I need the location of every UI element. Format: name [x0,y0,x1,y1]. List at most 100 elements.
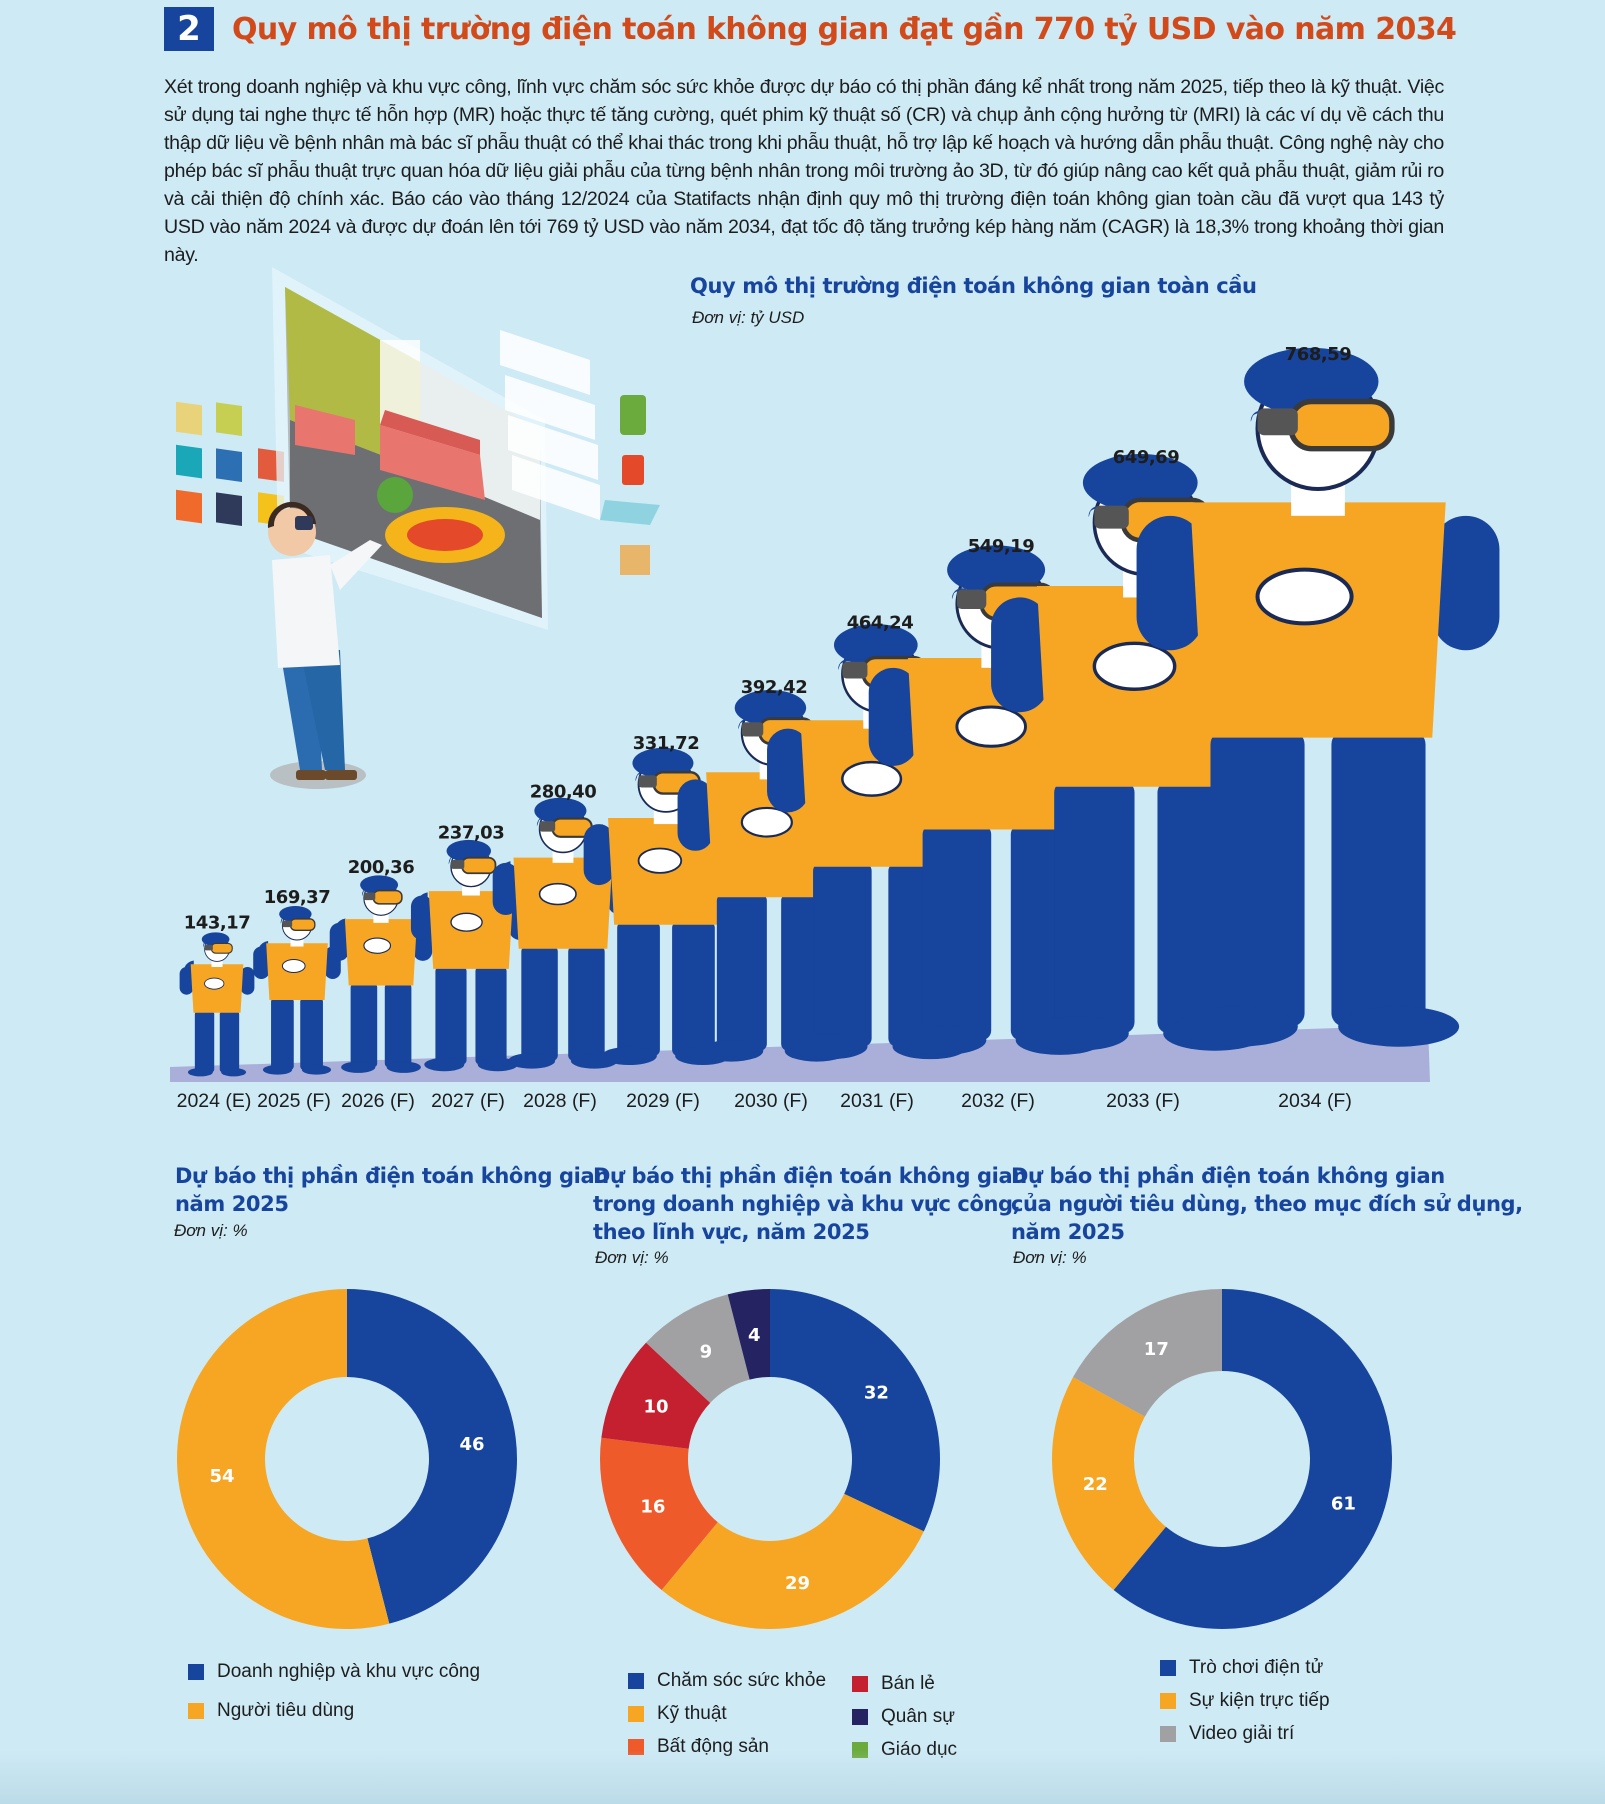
bar-category-label: 2031 (F) [840,1090,914,1112]
bar-value-label: 649,69 [1113,447,1179,468]
section-header: 2 Quy mô thị trường điện toán không gian… [164,6,1457,52]
vr-illustration [176,267,660,789]
pie2-title: Dự báo thị phần điện toán không gian tro… [593,1162,1027,1246]
bottom-fade [0,1750,1605,1804]
pie-chart-3: 61 22 17 [1051,1289,1392,1629]
color-tiles-decoration [176,401,284,527]
pie1-title-line: năm 2025 [175,1192,289,1216]
bar-mark [179,932,255,1077]
bar-value-label: 169,37 [264,887,330,908]
pie1-legend: Doanh nghiệp và khu vực công Người tiêu … [188,1655,480,1727]
bar-value-label: 768,59 [1285,344,1351,365]
pie2-unit: Đơn vị: % [595,1248,669,1267]
pie-slice [661,1493,924,1630]
pie-value-label: 32 [864,1382,889,1403]
pie2-legend-col1: Chăm sóc sức khỏe Kỹ thuật Bất động sản [628,1664,826,1763]
legend-swatch [628,1705,644,1722]
legend-item: Sự kiện trực tiếp [1160,1684,1330,1717]
pie-value-label: 4 [748,1325,761,1346]
bar-value-label: 331,72 [633,733,699,754]
bar-value-label: 549,19 [968,536,1034,557]
pie-slice [1073,1289,1222,1417]
pie-slice [1113,1289,1392,1629]
legend-label: Bán lẻ [881,1672,935,1694]
legend-swatch [188,1663,204,1680]
pie-chart-2: 32 29 16 10 9 4 [600,1289,940,1630]
pie-slice [347,1289,518,1624]
bar-value-label: 392,42 [741,677,807,698]
legend-label: Kỹ thuật [657,1702,727,1724]
legend-swatch [188,1702,204,1719]
pie-value-label: 22 [1083,1474,1108,1495]
pie-value-label: 17 [1144,1339,1169,1360]
pie-slice [601,1342,711,1449]
bar-value-label: 464,24 [847,613,913,634]
pie-value-label: 46 [459,1434,484,1455]
pie3-unit: Đơn vị: % [1013,1248,1087,1267]
legend-label: Sự kiện trực tiếp [1189,1689,1330,1711]
pie1-unit: Đơn vị: % [174,1221,248,1240]
legend-label: Người tiêu dùng [217,1699,355,1721]
pie-slice [646,1294,750,1403]
pie1-title: Dự báo thị phần điện toán không gian năm… [175,1162,609,1218]
pie-slice [177,1289,390,1629]
bar-category-label: 2029 (F) [626,1090,700,1112]
legend-label: Video giải trí [1189,1722,1295,1744]
bar-category-label: 2024 (E) [177,1090,252,1112]
pie-value-label: 54 [209,1466,234,1487]
bar-value-label: 143,17 [184,913,250,934]
bar-chart-marks: 143,17 2024 (E) 169,37 2025 (F) 200,36 2026 (… [177,344,1500,1112]
bar-mark [1136,347,1500,1047]
pie2-title-line: trong doanh nghiệp và khu vực công, [593,1192,1021,1216]
bar-chart-title: Quy mô thị trường điện toán không gian t… [690,274,1257,298]
intro-paragraph: Xét trong doanh nghiệp và khu vực công, … [164,76,1444,266]
legend-item: Chăm sóc sức khỏe [628,1664,826,1697]
legend-item: Bán lẻ [852,1667,957,1700]
bar-category-label: 2033 (F) [1106,1090,1180,1112]
legend-label: Chăm sóc sức khỏe [657,1669,827,1691]
legend-item: Doanh nghiệp và khu vực công [188,1655,480,1688]
pie-value-label: 9 [700,1342,713,1363]
pie-slice [1051,1377,1166,1590]
legend-swatch [852,1708,868,1725]
bar-mark [253,905,341,1075]
bar-category-label: 2025 (F) [257,1090,331,1112]
bar-category-label: 2026 (F) [341,1090,415,1112]
bar-category-label: 2028 (F) [523,1090,597,1112]
pie3-legend: Trò chơi điện tử Sự kiện trực tiếp Video… [1160,1651,1330,1750]
pie3-title: Dự báo thị phần điện toán không gian của… [1011,1162,1523,1246]
legend-item: Trò chơi điện tử [1160,1651,1330,1684]
pie-slice [600,1437,718,1590]
pie-value-label: 29 [785,1573,810,1594]
page-title: Quy mô thị trường điện toán không gian đ… [232,11,1457,47]
pie-value-label: 16 [640,1496,665,1517]
pie-chart-marks: 46 54 32 29 16 10 9 4 61 22 17 [177,1289,1392,1630]
bar-category-label: 2030 (F) [734,1090,808,1112]
pie3-title-line: năm 2025 [1011,1220,1125,1244]
pie2-title-line: theo lĩnh vực, năm 2025 [593,1220,870,1244]
legend-item: Người tiêu dùng [188,1694,480,1727]
bar-category-label: 2034 (F) [1278,1090,1352,1112]
pie-slice [727,1289,770,1380]
legend-label: Trò chơi điện tử [1189,1656,1324,1678]
pie-slice [770,1289,940,1532]
legend-label: Doanh nghiệp và khu vực công [217,1660,481,1682]
legend-item: Video giải trí [1160,1717,1330,1750]
pie3-title-line: của người tiêu dùng, theo mục đích sử dụ… [1011,1192,1523,1216]
legend-swatch [852,1675,868,1692]
legend-swatch [1160,1725,1176,1742]
pie-chart-1: 46 54 [177,1289,518,1629]
legend-item: Kỹ thuật [628,1697,826,1730]
pie2-title-line: Dự báo thị phần điện toán không gian [593,1164,1027,1188]
bar-value-label: 237,03 [438,823,504,844]
bar-value-label: 200,36 [348,857,414,878]
legend-swatch [628,1672,644,1689]
pie3-title-line: Dự báo thị phần điện toán không gian [1011,1164,1445,1188]
bar-category-label: 2027 (F) [431,1090,505,1112]
bar-chart-unit: Đơn vị: tỷ USD [692,308,805,327]
pie-value-label: 61 [1331,1494,1356,1515]
pie-value-label: 10 [643,1396,668,1417]
section-number-badge: 2 [164,7,214,51]
bar-category-label: 2032 (F) [961,1090,1035,1112]
